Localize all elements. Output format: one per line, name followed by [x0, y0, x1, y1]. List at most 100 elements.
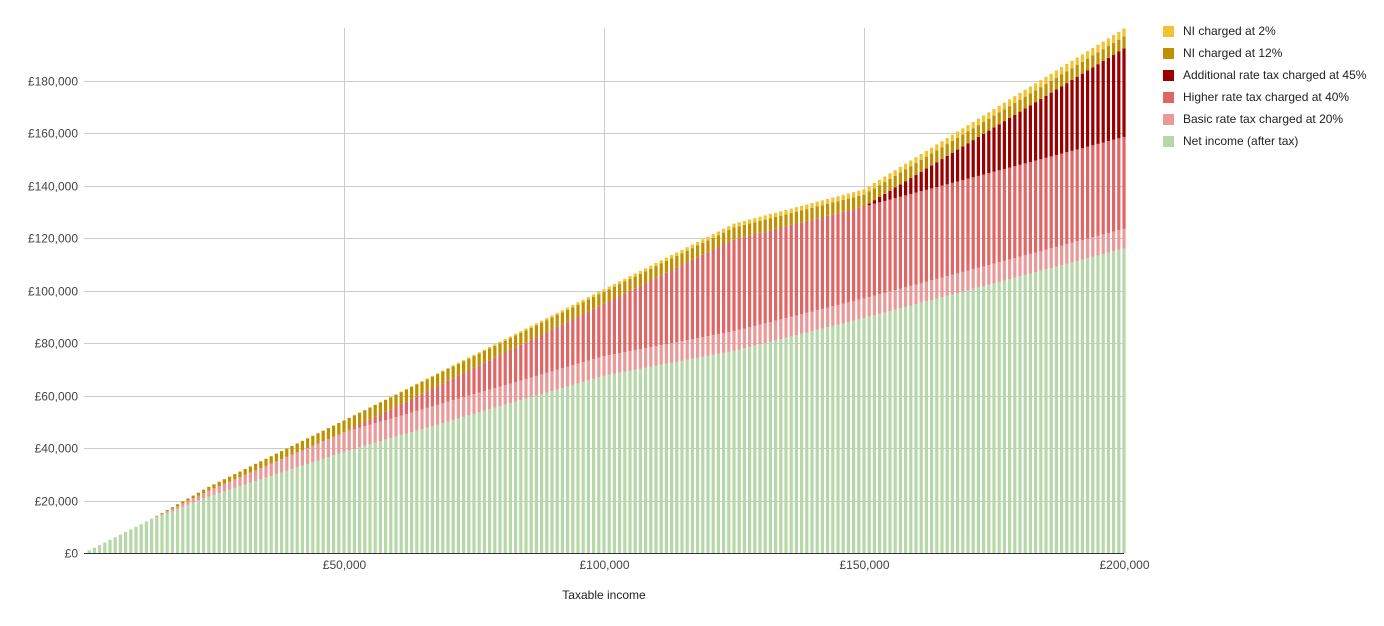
bar-segment: [899, 173, 902, 185]
bar-segment: [873, 183, 876, 188]
bar-segment: [571, 305, 574, 307]
bar-segment: [1029, 254, 1032, 274]
bar-segment: [982, 134, 985, 175]
legend-label: Net income (after tax): [1183, 134, 1298, 148]
bar-segment: [587, 361, 590, 381]
bar-segment: [613, 284, 616, 287]
bar-segment: [504, 341, 507, 353]
bar-segment: [514, 336, 517, 348]
bar-segment: [431, 426, 434, 553]
bar-segment: [774, 321, 777, 341]
bar-segment: [337, 434, 340, 453]
bar-segment: [478, 354, 481, 366]
bar-segment: [550, 318, 553, 330]
y-tick-label: £0: [65, 547, 79, 561]
bar-segment: [238, 472, 241, 478]
bar-segment: [472, 394, 475, 414]
bar-segment: [821, 205, 824, 217]
bar-segment: [1013, 103, 1016, 115]
bar-segment: [660, 365, 663, 553]
bar-segment: [576, 302, 579, 304]
bar-segment: [415, 384, 418, 396]
bar-segment: [800, 334, 803, 553]
bar-segment: [816, 202, 819, 207]
bar-segment: [535, 337, 538, 376]
bar-segment: [535, 376, 538, 396]
bar-segment: [821, 200, 824, 205]
bar-segment: [1107, 141, 1110, 233]
bar-segment: [498, 406, 501, 553]
bar-segment: [665, 273, 668, 344]
bar-segment: [483, 350, 486, 351]
bar-segment: [348, 431, 351, 451]
bar-segment: [1034, 252, 1037, 272]
bar-segment: [748, 347, 751, 553]
bar-segment: [597, 358, 600, 378]
bar-segment: [576, 305, 579, 317]
bar-segment: [1024, 97, 1027, 109]
bar-segment: [779, 216, 782, 228]
bar-segment: [940, 141, 943, 147]
bar-segment: [857, 300, 860, 320]
bar-segment: [488, 348, 491, 360]
bar-segment: [301, 450, 304, 465]
bar-segment: [795, 207, 798, 212]
bar-segment: [316, 433, 319, 443]
bar-segment: [446, 368, 449, 369]
bar-segment: [701, 337, 704, 357]
bar-segment: [670, 363, 673, 553]
bar-segment: [946, 144, 949, 156]
bar-segment: [1050, 81, 1053, 93]
bar-segment: [1039, 87, 1042, 99]
bar-segment: [207, 497, 210, 553]
legend-item: Additional rate tax charged at 45%: [1163, 64, 1378, 86]
bar-segment: [410, 412, 413, 432]
bar-segment: [202, 490, 205, 493]
bar-segment: [701, 357, 704, 553]
bar-segment: [1065, 83, 1068, 152]
bar-segment: [1107, 233, 1110, 253]
bar-segment: [446, 421, 449, 553]
bar-segment: [925, 151, 928, 157]
bar-segment: [779, 339, 782, 553]
bar-segment: [623, 279, 626, 282]
bar-segment: [124, 532, 127, 553]
bar-segment: [940, 147, 943, 159]
bar-segment: [223, 491, 226, 553]
bar-segment: [275, 474, 278, 553]
bar-segment: [899, 197, 902, 289]
bar-segment: [670, 270, 673, 343]
bar-segment: [363, 446, 366, 553]
bar-segment: [717, 235, 720, 247]
bar-segment: [961, 135, 964, 147]
bar-segment: [571, 307, 574, 319]
bar-segment: [1081, 148, 1084, 240]
legend-item: Higher rate tax charged at 40%: [1163, 86, 1378, 108]
bar-segment: [1070, 68, 1073, 80]
bar-segment: [1096, 64, 1099, 144]
bar-segment: [966, 125, 969, 131]
bar-segment: [930, 300, 933, 553]
bar-segment: [857, 208, 860, 300]
bar-segment: [748, 219, 751, 223]
bar-segment: [961, 128, 964, 134]
bar-segment: [712, 238, 715, 250]
bar-segment: [327, 439, 330, 457]
bar-segment: [566, 308, 569, 310]
bar-segment: [1091, 145, 1094, 237]
bar-segment: [888, 191, 891, 200]
bar-segment: [192, 496, 195, 499]
bar-segment: [675, 252, 678, 255]
x-tick-label: £200,000: [1099, 558, 1149, 572]
bar-segment: [1070, 243, 1073, 263]
bar-segment: [166, 513, 169, 553]
bar-segment: [316, 443, 319, 460]
bar-segment: [431, 406, 434, 426]
bar-segment: [847, 210, 850, 302]
bar-segment: [550, 391, 553, 553]
bar-segment: [530, 397, 533, 553]
bar-segment: [649, 269, 652, 281]
bar-segment: [426, 408, 429, 428]
legend-swatch: [1163, 92, 1174, 103]
bar-segment: [654, 346, 657, 366]
